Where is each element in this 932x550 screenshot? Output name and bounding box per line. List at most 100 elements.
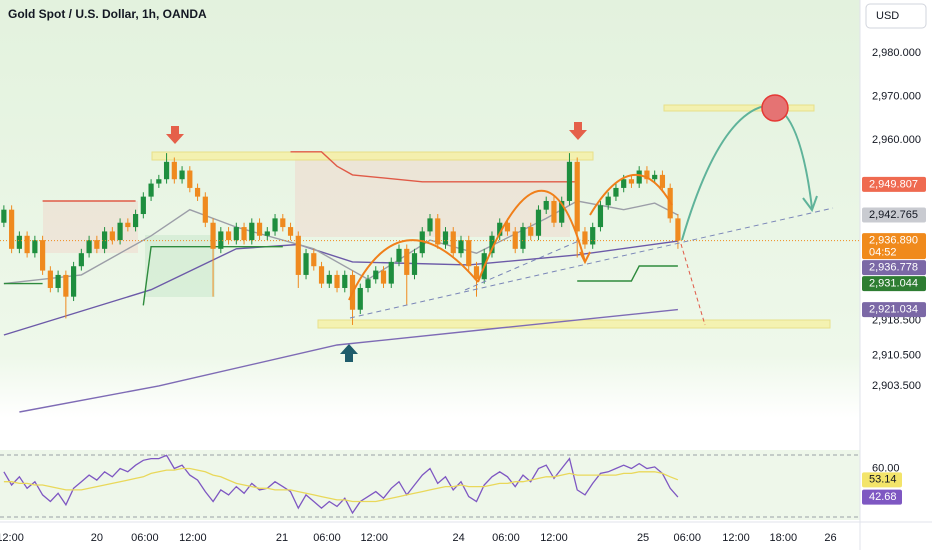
- candle-body: [535, 209, 542, 236]
- x-tick-label: 12:00: [360, 532, 388, 544]
- candle-body: [318, 266, 325, 284]
- candle-body: [233, 227, 239, 241]
- candle-body: [512, 231, 518, 249]
- candle-body: [590, 227, 596, 245]
- currency-button[interactable]: [865, 3, 927, 29]
- candle-body: [543, 200, 549, 210]
- candle-body: [9, 209, 15, 249]
- candle-body: [489, 235, 495, 254]
- candle-body: [187, 170, 193, 188]
- candle-body: [249, 222, 255, 241]
- arc-arrow: [579, 251, 591, 265]
- price-label-box: [862, 207, 926, 223]
- candle-body: [311, 253, 317, 267]
- candle-body: [450, 231, 456, 254]
- down-arrow: [569, 122, 587, 140]
- candle-body: [473, 266, 480, 280]
- arc: [348, 239, 479, 301]
- candle-body: [256, 222, 263, 236]
- candle-body: [24, 235, 30, 254]
- x-tick-label: 21: [276, 532, 288, 544]
- candle-body: [210, 222, 216, 249]
- countdown: 04:52: [869, 247, 897, 259]
- indicator-line: [19, 308, 678, 413]
- candle-body: [419, 231, 425, 254]
- candle-body: [380, 270, 387, 284]
- x-tick-label: 06:00: [313, 532, 341, 544]
- candle-body: [334, 274, 340, 288]
- candle-body: [504, 222, 511, 232]
- candle-body: [373, 270, 379, 280]
- candle-body: [295, 235, 301, 275]
- candle-body: [40, 240, 46, 271]
- projection-arrow: [802, 195, 818, 213]
- indicator-line: [42, 151, 578, 202]
- candle-body: [357, 287, 363, 310]
- candle-body: [78, 253, 84, 267]
- y-tick-label: 2,918.500: [872, 315, 921, 327]
- candle-body: [218, 231, 224, 249]
- candle-body: [109, 231, 115, 241]
- x-tick-label: 06:00: [131, 532, 159, 544]
- target-zone: [663, 104, 815, 112]
- candle-body: [55, 274, 61, 288]
- chart-title: Gold Spot / U.S. Dollar, 1h, OANDA: [8, 7, 207, 21]
- currency-label[interactable]: USD: [876, 10, 899, 22]
- trend-line: [464, 239, 582, 291]
- price-label-box: [862, 302, 926, 318]
- candle-body: [396, 248, 402, 262]
- candle-body: [132, 214, 139, 228]
- candle-body: [566, 161, 573, 201]
- candle-body: [156, 179, 162, 184]
- candle-body: [140, 196, 146, 215]
- candle-body: [644, 170, 650, 180]
- indicator-line: [3, 467, 679, 503]
- price-label-box: [862, 176, 926, 192]
- candle-body: [435, 218, 441, 245]
- candle-body: [71, 266, 77, 297]
- candle-body: [574, 161, 580, 232]
- trend-line: [349, 207, 834, 319]
- y-tick-label: 2,980.000: [872, 47, 921, 59]
- candle-body: [287, 227, 294, 236]
- y-tick-label: 2,910.500: [872, 349, 921, 361]
- candle-body: [597, 205, 604, 228]
- x-tick-label: 12:00: [540, 532, 568, 544]
- x-tick-label: 12:00: [722, 532, 750, 544]
- candle-body: [582, 231, 588, 245]
- candle-body: [272, 218, 278, 232]
- candle-body: [411, 253, 418, 275]
- candle-body: [1, 209, 7, 223]
- y-tick-label: 60.00: [872, 462, 900, 474]
- candle-body: [628, 179, 635, 184]
- candle-body: [605, 196, 611, 206]
- price-label: 2,931.044: [869, 278, 918, 290]
- candle-body: [520, 227, 526, 249]
- candle-body: [342, 274, 348, 288]
- candle-body: [365, 279, 371, 288]
- candle-body: [163, 161, 170, 180]
- candle-body: [94, 240, 100, 249]
- candle-body: [194, 187, 201, 197]
- candle-body: [427, 218, 433, 232]
- rsi-pane: [0, 450, 860, 520]
- candle-body: [47, 270, 53, 288]
- x-tick-label: 06:00: [673, 532, 701, 544]
- y-tick-label: 2,970.000: [872, 90, 921, 102]
- indicator-line: [3, 454, 679, 515]
- price-label: 2,949.807: [869, 178, 918, 190]
- price-label: 2,942.765: [869, 209, 918, 221]
- candle-body: [659, 174, 666, 188]
- candle-body: [404, 248, 410, 275]
- candle-body: [388, 261, 394, 284]
- arc: [477, 189, 586, 283]
- x-tick-label: 18:00: [770, 532, 798, 544]
- candle-body: [202, 196, 208, 223]
- x-tick-label: 25: [637, 532, 649, 544]
- price-label: 2,936.890: [869, 235, 918, 247]
- x-tick-label: 20: [91, 532, 103, 544]
- x-tick-label: 06:00: [492, 532, 520, 544]
- y-tick-label: 2,903.500: [872, 380, 921, 392]
- indicator-line: [3, 246, 678, 306]
